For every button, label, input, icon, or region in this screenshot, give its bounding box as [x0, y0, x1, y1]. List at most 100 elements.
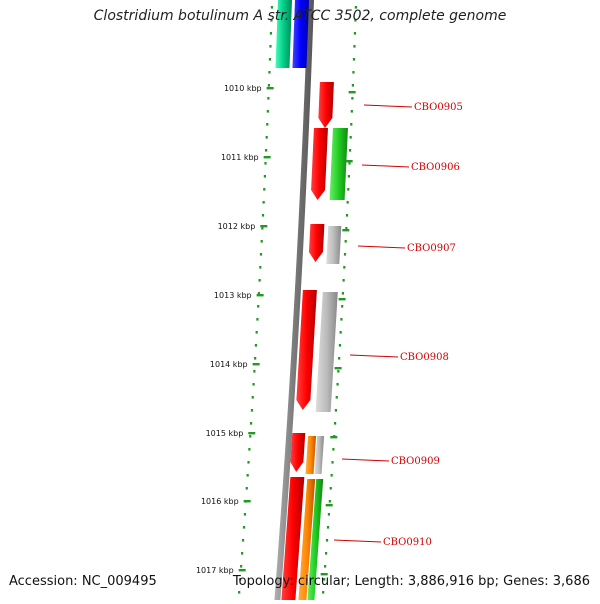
- guide-dot: [241, 552, 244, 555]
- guide-dot: [343, 266, 346, 269]
- scale-tick-label: 1015 kbp: [206, 429, 244, 438]
- guide-dot: [349, 149, 352, 152]
- guide-dot: [253, 370, 256, 373]
- guide-dot: [324, 565, 327, 568]
- guide-dot: [266, 110, 269, 113]
- guide-dot: [347, 175, 351, 178]
- guide-dot: [339, 331, 342, 334]
- cds-cbo0907: [308, 224, 325, 262]
- guide-dot: [341, 305, 344, 308]
- right-tick-mark: [320, 573, 328, 576]
- scale-tick-label: 1014 kbp: [210, 360, 248, 369]
- genome-backbone: [274, 0, 314, 600]
- guide-dot: [322, 591, 325, 594]
- scale-tick-mark: [248, 432, 256, 435]
- gene-label-cbo0910: CBO0910: [383, 537, 432, 548]
- guide-dot: [333, 422, 337, 425]
- guide-dot: [249, 422, 253, 425]
- guide-dot: [261, 214, 265, 217]
- right-tick-mark: [338, 298, 346, 301]
- guide-dot: [337, 370, 340, 373]
- right-tick-mark: [345, 160, 353, 163]
- gene-label-cbo0905: CBO0905: [414, 102, 463, 113]
- guide-dot: [256, 318, 259, 321]
- right-tick-mark: [325, 504, 333, 507]
- scale-tick-label: 1013 kbp: [214, 291, 252, 300]
- guide-dot: [269, 32, 273, 35]
- blue-feature: [292, 0, 309, 68]
- scale-tick-mark: [238, 569, 246, 572]
- guide-dot: [351, 97, 354, 100]
- guide-dot: [350, 110, 353, 113]
- guide-dot: [240, 565, 243, 568]
- guide-dot: [270, 6, 273, 9]
- backbone-track: [274, 0, 314, 600]
- guide-dot: [268, 71, 271, 74]
- guide-dot: [269, 45, 272, 48]
- guide-dot: [352, 71, 355, 74]
- map-title: Clostridium botulinum A str. ATCC 3502, …: [93, 8, 507, 24]
- dotted-guide-tracks: [238, 6, 357, 594]
- scale-tick-label: 1010 kbp: [224, 84, 262, 93]
- guide-dot: [259, 253, 263, 256]
- green-cbo0910: [307, 479, 324, 600]
- guide-dot: [267, 97, 270, 100]
- gene-leader-line: [341, 458, 390, 462]
- guide-dot: [259, 266, 262, 269]
- guide-dot: [260, 240, 263, 243]
- gene-label-cbo0908: CBO0908: [400, 352, 449, 363]
- guide-dot: [343, 253, 347, 256]
- grey-cbo0908: [315, 292, 338, 412]
- guide-dot: [330, 474, 333, 477]
- guide-dot: [246, 474, 249, 477]
- gene-label-cbo0909: CBO0909: [391, 456, 440, 467]
- teal-feature: [275, 0, 292, 68]
- guide-dot: [351, 84, 355, 87]
- guide-dot: [353, 45, 356, 48]
- scale-tick-label: 1012 kbp: [218, 222, 256, 231]
- guide-dot: [345, 227, 348, 230]
- guide-dot: [265, 149, 268, 152]
- cds-cbo0909: [290, 433, 306, 472]
- guide-dot: [262, 201, 265, 204]
- guide-dot: [334, 409, 338, 412]
- guide-dot: [344, 240, 347, 243]
- guide-dot: [241, 539, 245, 542]
- guide-dot: [323, 578, 326, 581]
- guide-dot: [325, 552, 328, 555]
- right-tick-mark: [330, 436, 338, 439]
- scale-tick-mark: [252, 363, 260, 366]
- guide-dot: [354, 6, 357, 9]
- gene-leader-line: [357, 245, 406, 249]
- guide-dot: [326, 526, 330, 529]
- guide-dot: [345, 214, 349, 217]
- guide-dot: [353, 32, 357, 35]
- scale-ticks: 1010 kbp 1011 kbp 1012 kbp 1013 kbp 1014 kbp…: [196, 84, 356, 576]
- guide-dot: [350, 123, 353, 126]
- scale-tick-mark: [260, 225, 268, 228]
- scale-tick-mark: [243, 500, 251, 503]
- guide-dot: [258, 279, 261, 282]
- grey-cbo0907: [326, 226, 342, 264]
- gene-leader-line: [363, 104, 413, 108]
- guide-dot: [242, 526, 246, 529]
- guide-dot: [255, 331, 258, 334]
- guide-dot: [328, 500, 331, 503]
- guide-dot: [341, 292, 344, 295]
- guide-dot: [340, 318, 343, 321]
- guide-dot: [245, 487, 248, 490]
- gene-leader-line: [333, 539, 382, 543]
- right-tick-mark: [334, 367, 342, 370]
- guide-dot: [247, 461, 250, 464]
- guide-dot: [239, 578, 242, 581]
- guide-dot: [238, 591, 241, 594]
- cds-cbo0910: [281, 477, 305, 600]
- guide-dot: [254, 344, 258, 347]
- guide-dot: [335, 396, 338, 399]
- guide-dot: [261, 227, 264, 230]
- guide-dot: [349, 136, 352, 139]
- cds-cbo0905: [318, 82, 334, 128]
- gene-label-group: CBO0905 CBO0906 CBO0907 CBO0908 CBO0909 CBO09…: [333, 102, 463, 548]
- rna-cbo0906: [329, 128, 348, 200]
